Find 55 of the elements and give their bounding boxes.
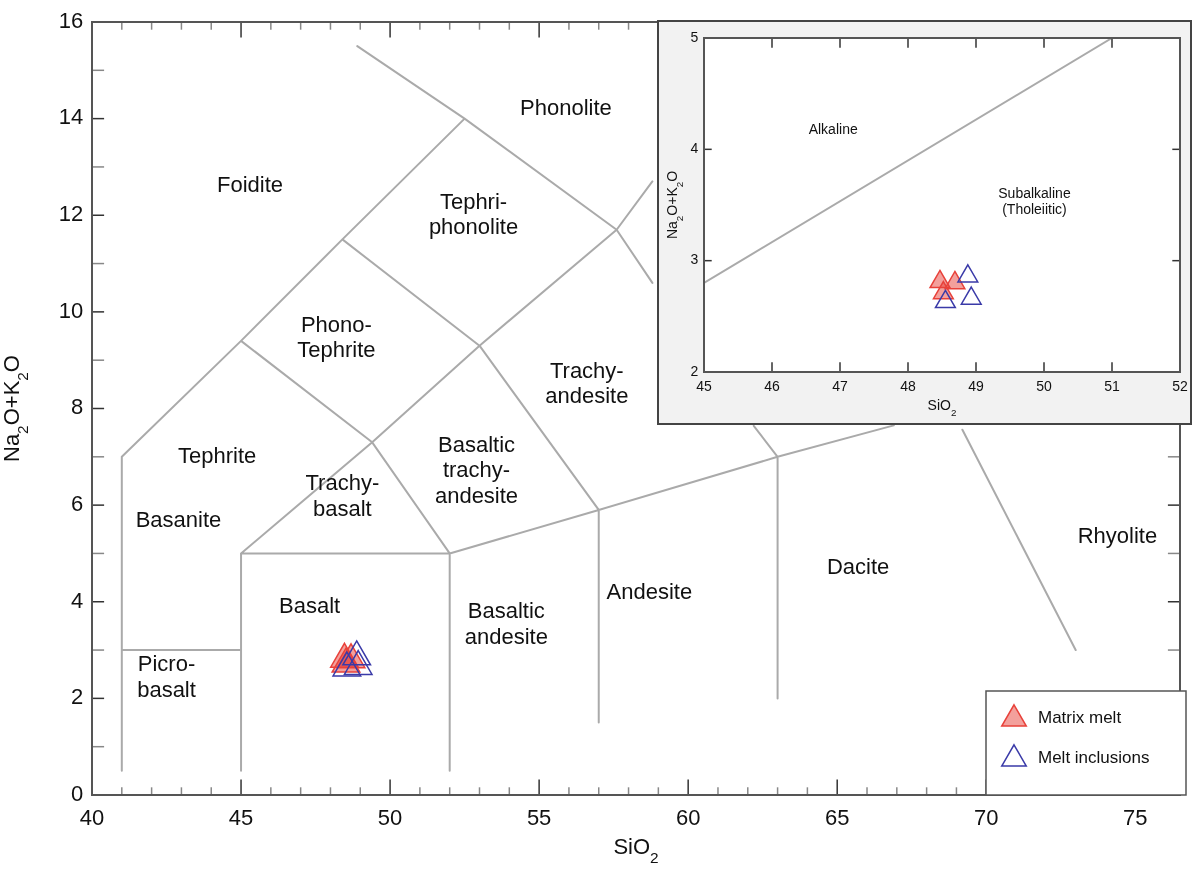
y-tick-label: 8 [70, 394, 84, 420]
x-tick-label: 50 [1036, 377, 1052, 394]
x-tick-label: 75 [1123, 804, 1148, 830]
annotation: Basaltic andesite [464, 598, 548, 649]
y-tick-label: 16 [58, 7, 84, 33]
x-tick-label: 70 [974, 804, 999, 830]
annotation: Alkaline [808, 121, 858, 138]
annotation: Tephri- phonolite [428, 188, 519, 239]
y-tick-label: 2 [690, 362, 699, 379]
y-tick-label: 4 [690, 140, 699, 157]
annotation: Andesite [606, 578, 693, 604]
y-tick-label: 2 [70, 684, 84, 710]
point [343, 649, 373, 676]
x-tick-label: 48 [900, 377, 916, 394]
annotation: Basalt [279, 592, 341, 618]
annotation: Subalkaline (Tholeiitic) [998, 184, 1071, 217]
x-tick-label: 55 [526, 804, 552, 830]
y-tick-label: 6 [70, 490, 84, 516]
y-tick-label: 14 [58, 104, 84, 130]
point [342, 640, 372, 666]
annotation: Trachy- andesite [545, 357, 629, 408]
x-tick-label: 50 [377, 804, 403, 830]
y-tick-label: 5 [690, 28, 699, 45]
annotation: Rhyolite [1077, 522, 1158, 548]
x-tick-label: 60 [675, 804, 701, 830]
x-tick-label: 65 [824, 804, 850, 830]
y-tick-label: 0 [70, 780, 84, 806]
annotation: Dacite [826, 553, 890, 579]
point [934, 289, 957, 309]
annotation: Picro- basalt [137, 651, 196, 702]
y-tick-label: 3 [690, 251, 699, 268]
legend-label: Matrix melt [1038, 708, 1122, 728]
annotation: Phono- Tephrite [297, 311, 376, 362]
annotation: Tephrite [178, 442, 257, 468]
x-axis-title: SiO$_{2}$ [613, 834, 659, 866]
point [960, 286, 982, 305]
annotation: Foidite [216, 172, 284, 198]
x-tick-label: 45 [228, 804, 254, 830]
annotation: Basanite [135, 506, 222, 532]
x-tick-label: 40 [79, 804, 105, 830]
x-tick-label: 52 [1172, 377, 1188, 394]
annotation: Phonolite [520, 94, 612, 120]
annotation: Basaltic trachy- andesite [434, 431, 519, 508]
annotation: Trachy- basalt [305, 470, 380, 521]
x-tick-label: 49 [968, 377, 984, 394]
x-tick-label: 46 [764, 377, 780, 394]
x-tick-label: 45 [696, 377, 712, 394]
point [957, 264, 979, 283]
legend-label: Melt inclusions [1038, 748, 1150, 768]
y-tick-label: 12 [58, 201, 84, 227]
y-tick-label: 10 [58, 297, 84, 323]
x-tick-label: 47 [832, 377, 848, 394]
x-axis-title: SiO$_{2}$ [927, 396, 957, 418]
x-tick-label: 51 [1104, 377, 1120, 394]
y-tick-label: 4 [70, 587, 84, 613]
